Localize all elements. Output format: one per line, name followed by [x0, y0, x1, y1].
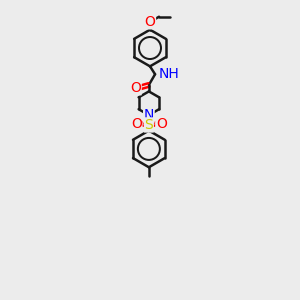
Text: NH: NH — [159, 67, 179, 81]
Text: O: O — [130, 81, 141, 95]
Text: O: O — [131, 117, 142, 130]
Text: N: N — [144, 108, 154, 122]
Text: O: O — [145, 15, 155, 29]
Text: O: O — [156, 117, 167, 130]
Text: S: S — [145, 118, 153, 132]
